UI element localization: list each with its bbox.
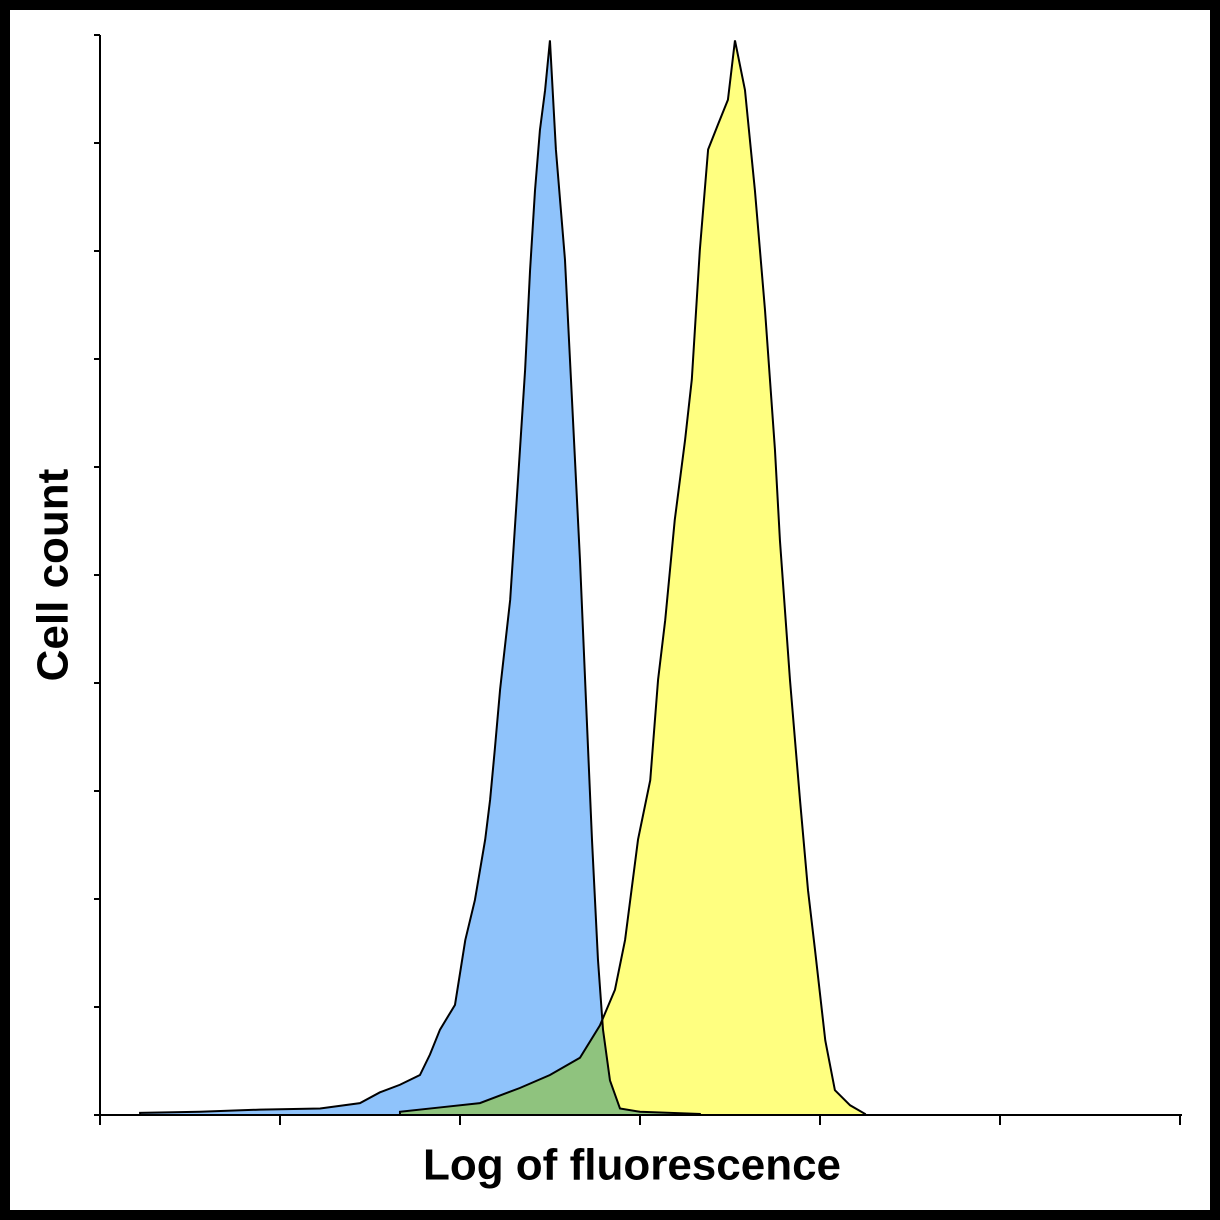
y-axis-label: Cell count xyxy=(29,468,78,681)
x-axis-label: Log of fluorescence xyxy=(423,1141,841,1190)
plot-area xyxy=(139,40,867,1116)
histogram-area xyxy=(139,40,701,1116)
histogram-area xyxy=(398,40,867,1116)
